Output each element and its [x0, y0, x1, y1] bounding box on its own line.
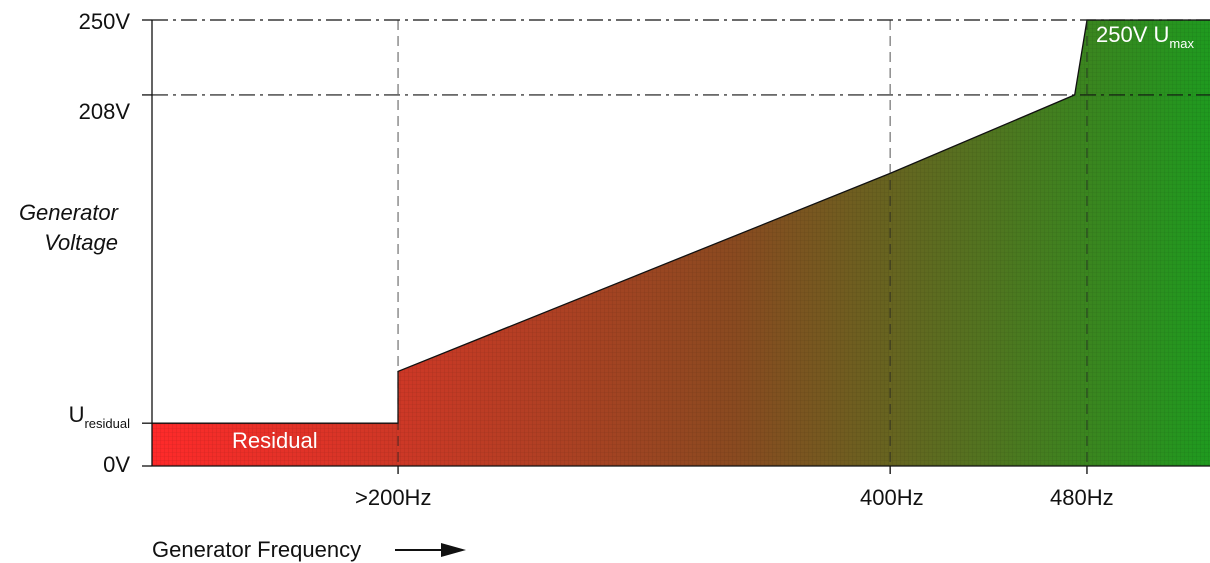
y-axis-title: Generator Voltage [18, 200, 118, 255]
voltage-area-mesh [152, 20, 1210, 466]
umax-annotation: 250V Umax [1096, 22, 1194, 51]
x-tick-label-400: 400Hz [860, 485, 924, 510]
umax-annotation-sub: max [1169, 36, 1194, 51]
residual-annotation: Residual [232, 428, 318, 453]
right-arrow-icon [395, 543, 466, 557]
y-tick-label-residual-sub: residual [84, 416, 130, 431]
y-tick-label-250: 250V [78, 9, 130, 34]
x-tick-label-200: >200Hz [355, 485, 432, 510]
y-tick-label-208: 208V [78, 99, 130, 124]
y-tick-label-0: 0V [103, 452, 130, 477]
umax-annotation-main: 250V U [1096, 22, 1170, 47]
y-tick-label-residual: Uresidual [10, 402, 130, 431]
x-tick-label-480: 480Hz [1050, 485, 1114, 510]
y-tick-label-residual-main: U [68, 402, 85, 427]
x-axis-title: Generator Frequency [152, 537, 362, 562]
